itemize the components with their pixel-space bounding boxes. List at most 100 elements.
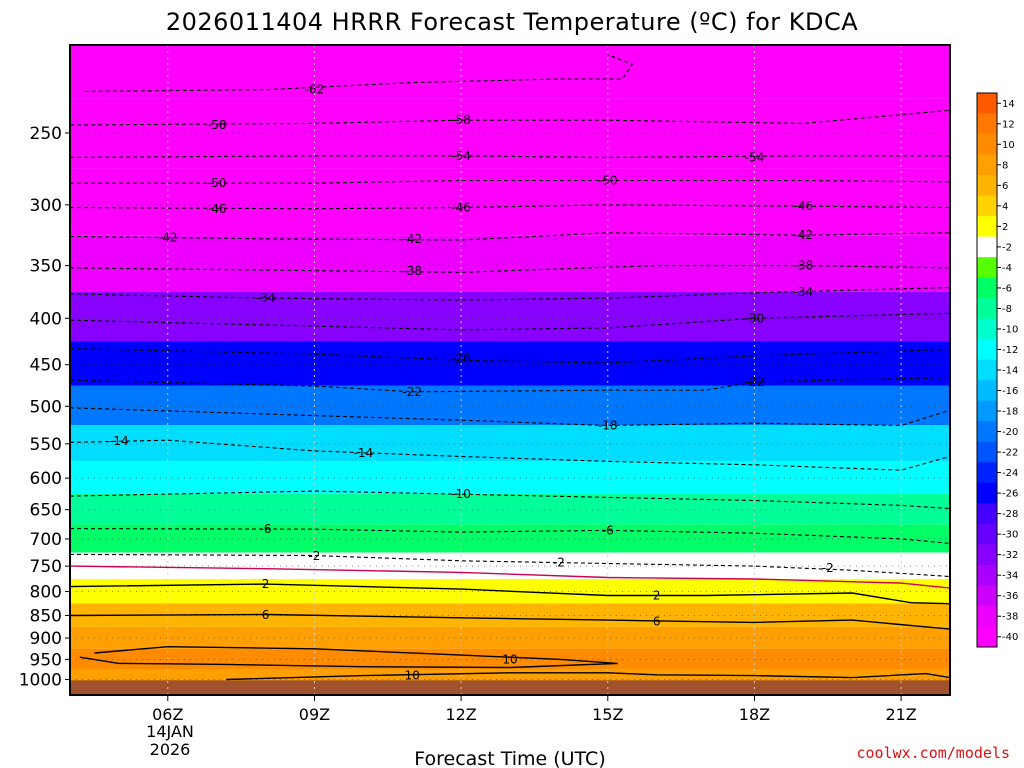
contour-label: -42 — [158, 231, 178, 245]
contour-label: 2 — [653, 588, 661, 602]
temperature-band — [70, 524, 950, 553]
colorbar-swatch — [977, 175, 997, 196]
colorbar-label: -6 — [1002, 283, 1012, 294]
colorbar-label: 14 — [1002, 99, 1015, 110]
x-tick-label: 21Z — [885, 705, 916, 724]
y-tick-label: 1000 — [19, 671, 62, 691]
y-tick-label: 250 — [30, 124, 62, 144]
temperature-band — [70, 291, 950, 342]
isotherm--42 — [70, 232, 950, 241]
x-date-label-month: 14JAN — [146, 722, 194, 741]
colorbar-label: -22 — [1002, 448, 1018, 459]
colorbar-swatch — [977, 216, 997, 237]
temperature-band — [70, 626, 950, 649]
vertical-gridlines — [167, 45, 902, 695]
colorbar-label: -4 — [1002, 263, 1012, 274]
isotherm--62 — [84, 54, 634, 92]
y-tick-label: 950 — [30, 650, 62, 670]
colorbar-label: -12 — [1002, 345, 1018, 356]
contour-label: -14 — [109, 434, 129, 448]
y-tick-label: 300 — [30, 196, 62, 216]
x-tick-label: 09Z — [299, 705, 330, 724]
isotherm--14 — [70, 439, 950, 471]
colorbar-label: -14 — [1002, 366, 1018, 377]
colorbar-label: -2 — [1002, 242, 1012, 253]
colorbar-label: -20 — [1002, 427, 1018, 438]
contour-label: 6 — [653, 614, 661, 628]
contour-label: -2 — [553, 555, 565, 569]
colorbar-legend: 14 12 10 8 6 4 2 -2 -4 -6 -8 -10 -12 -14 -16 -18 -20 -22 -… — [976, 92, 1018, 648]
y-tick-label: 450 — [30, 356, 62, 376]
temperature-band — [70, 98, 950, 169]
colorbar-swatch — [977, 154, 997, 176]
plot-frame — [69, 44, 951, 696]
contour-label: -30 — [745, 311, 765, 325]
colorbar-swatch — [977, 277, 997, 299]
colorbar-swatch — [977, 421, 997, 443]
colorbar-label: 10 — [1002, 140, 1015, 151]
isotherm--34 — [70, 286, 950, 301]
colorbar-label: -36 — [1002, 591, 1018, 602]
isotherm--54 — [70, 155, 950, 158]
contour-label: -62 — [305, 83, 325, 97]
y-tick-label: 350 — [30, 257, 62, 277]
temperature-band — [70, 235, 950, 292]
colorbar-swatch — [977, 257, 997, 278]
contour-label: -26 — [451, 352, 471, 366]
colorbar-label: -38 — [1002, 612, 1018, 623]
temperature-band — [70, 460, 950, 494]
contour-label: 10 — [502, 652, 517, 666]
colorbar-label: 8 — [1002, 160, 1008, 171]
contour-label: -58 — [451, 113, 471, 127]
contour-label: -38 — [402, 264, 422, 278]
isotherm-contours — [70, 54, 950, 681]
y-tick-label: 700 — [30, 530, 62, 550]
colorbar-swatch — [977, 318, 997, 340]
contour-label: -6 — [260, 522, 272, 536]
colorbar-label: -26 — [1002, 489, 1018, 500]
contour-label: -18 — [598, 418, 618, 432]
contour-label: -22 — [402, 385, 422, 399]
colorbar-swatch — [977, 523, 997, 545]
isotherm-6 — [70, 613, 950, 630]
y-tick-label: 800 — [30, 583, 62, 603]
temperature-band — [70, 603, 950, 627]
y-tick-label: 900 — [30, 629, 62, 649]
temperature-band — [70, 648, 950, 670]
y-axis-pressure: 250 300 350 400 450 500 550 600 650 700 750 800 850 9… — [19, 124, 70, 691]
contour-label: -14 — [354, 446, 374, 460]
x-date-label-year: 2026 — [150, 740, 191, 759]
colorbar-label: 4 — [1002, 201, 1008, 212]
colorbar-label: 12 — [1002, 119, 1015, 130]
colorbar-label: -32 — [1002, 550, 1018, 561]
contour-label: -54 — [451, 149, 471, 163]
contour-label: -6 — [602, 523, 614, 537]
colorbar-swatch — [977, 134, 997, 155]
contour-label: -58 — [207, 118, 227, 132]
isotherm-0 — [70, 565, 950, 589]
y-tick-label: 650 — [30, 501, 62, 521]
temperature-band — [70, 385, 950, 426]
colorbar-label: 6 — [1002, 181, 1008, 192]
colorbar-swatch — [977, 93, 997, 114]
y-tick-label: 850 — [30, 606, 62, 626]
contour-label: -42 — [402, 232, 422, 246]
colorbar-label: -8 — [1002, 304, 1012, 315]
contour-label: 2 — [262, 577, 270, 591]
isotherm-10 — [226, 672, 950, 681]
colorbar-swatch — [977, 564, 997, 586]
colorbar-swatch — [977, 298, 997, 320]
colorbar-swatch — [977, 441, 997, 463]
y-tick-label: 500 — [30, 397, 62, 417]
contour-label: -22 — [745, 375, 765, 389]
contour-label: -46 — [451, 200, 471, 214]
credit-text[interactable]: coolwx.com/models — [856, 744, 1010, 762]
x-tick-label: 06Z — [152, 705, 183, 724]
temperature-bands — [70, 45, 950, 695]
colorbar-swatch — [977, 462, 997, 484]
x-tick-label: 18Z — [739, 705, 770, 724]
colorbar-swatch — [977, 113, 997, 135]
ground-surface — [70, 680, 950, 695]
colorbar-label: -24 — [1002, 468, 1018, 479]
